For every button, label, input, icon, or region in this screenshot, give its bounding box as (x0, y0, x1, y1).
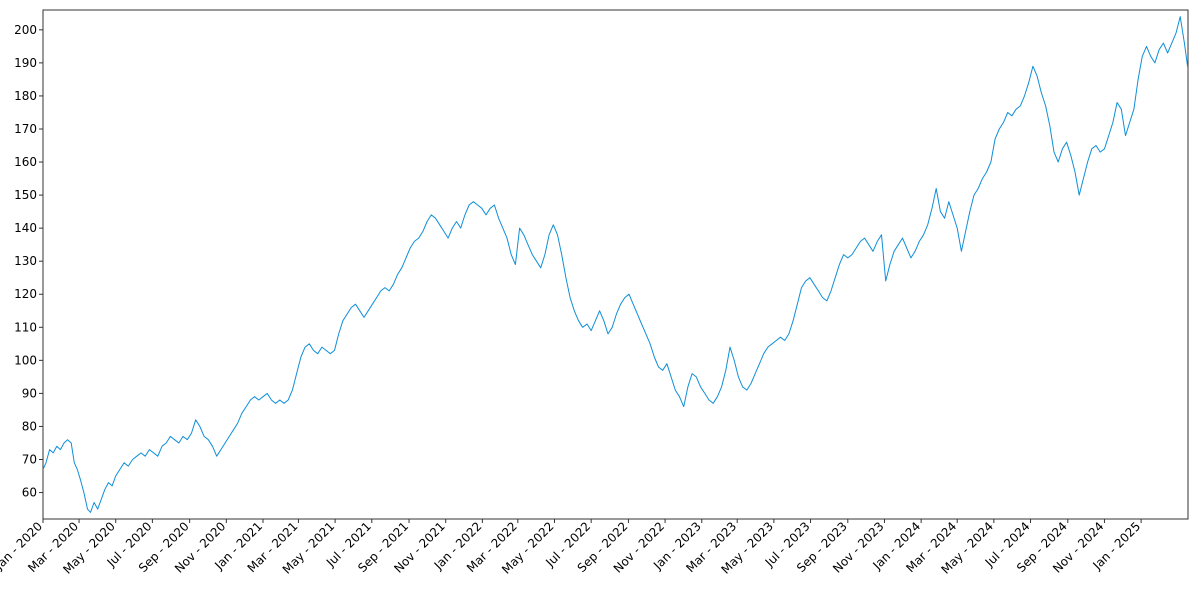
y-tick-label: 200 (14, 23, 37, 37)
y-tick-label: 180 (14, 89, 37, 103)
y-tick-label: 190 (14, 56, 37, 70)
y-tick-label: 70 (22, 453, 37, 467)
y-tick-label: 100 (14, 353, 37, 367)
y-tick-label: 110 (14, 320, 37, 334)
y-tick-label: 120 (14, 287, 37, 301)
y-tick-label: 60 (22, 486, 37, 500)
y-tick-label: 130 (14, 254, 37, 268)
plot-area (42, 9, 1189, 520)
y-tick-label: 90 (22, 386, 37, 400)
y-axis: 60 70 80 90 100 110 120 130 140 150 160 170 180 190 20… (14, 23, 43, 500)
y-tick-label: 170 (14, 122, 37, 136)
plot-frame (42, 9, 1189, 520)
y-tick-label: 160 (14, 155, 37, 169)
y-tick-label: 140 (14, 221, 37, 235)
series-line-0 (43, 16, 1188, 513)
y-tick-label: 80 (22, 419, 37, 433)
y-tick-label: 150 (14, 188, 37, 202)
